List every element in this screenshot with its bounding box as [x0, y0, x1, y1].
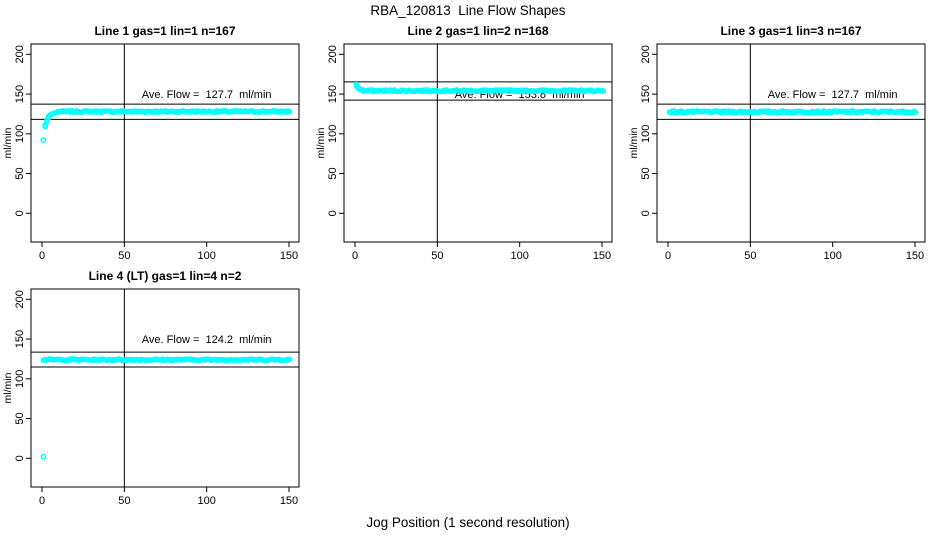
x-tick-label: 50: [744, 250, 756, 262]
y-tick-label: 150: [640, 85, 652, 103]
x-tick-label: 150: [280, 250, 298, 262]
y-tick-label: 200: [640, 45, 652, 63]
y-tick-label: 50: [640, 167, 652, 179]
y-tick-label: 150: [14, 330, 26, 348]
y-tick-label: 200: [327, 45, 339, 63]
y-tick-label: 50: [14, 167, 26, 179]
x-tick-label: 100: [197, 250, 215, 262]
plot-box: [656, 43, 926, 243]
x-tick-label: 0: [39, 495, 45, 507]
data-point: [286, 356, 293, 363]
y-axis-label: ml/min: [2, 127, 14, 158]
y-tick-label: 100: [14, 370, 26, 388]
plot-box: [30, 43, 300, 243]
y-tick-label: 100: [14, 125, 26, 143]
y-tick-label: 200: [14, 290, 26, 308]
panel-line-2: 0 50 100 150 0 50 100 150 200 ml/min Line 2 gas=1 …: [315, 24, 613, 262]
data-point: [286, 109, 293, 115]
data-point: [40, 453, 47, 460]
y-tick-label: 200: [14, 45, 26, 63]
data-point: [600, 88, 607, 94]
x-tick-label: 100: [197, 495, 215, 507]
x-tick-label: 50: [431, 250, 443, 262]
y-tick-label: 0: [14, 455, 26, 461]
x-tick-label: 0: [39, 250, 45, 262]
panel-line-1: 0 50 100 150 0 50 100 150 200 ml/min Line 1 gas=1 …: [2, 24, 300, 262]
x-tick-label: 0: [665, 250, 671, 262]
x-axis-title: Jog Position (1 second resolution): [366, 515, 570, 530]
y-tick-label: 100: [640, 125, 652, 143]
x-tick-label: 100: [823, 250, 841, 262]
ave-flow-label: Ave. Flow = 127.7 ml/min: [768, 89, 898, 101]
x-tick-label: 150: [593, 250, 611, 262]
y-tick-label: 100: [327, 125, 339, 143]
y-tick-label: 0: [640, 210, 652, 216]
x-tick-label: 100: [510, 250, 528, 262]
y-axis-label: ml/min: [2, 372, 14, 403]
y-tick-label: 50: [327, 167, 339, 179]
y-tick-label: 50: [14, 412, 26, 424]
plot-box: [343, 43, 613, 243]
plot-box: [30, 288, 300, 488]
panel-title: Line 3 gas=1 lin=3 n=167: [720, 24, 861, 38]
x-tick-label: 150: [280, 495, 298, 507]
ave-flow-label: Ave. Flow = 124.2 ml/min: [142, 334, 272, 346]
x-tick-label: 50: [118, 250, 130, 262]
y-tick-label: 0: [14, 210, 26, 216]
panel-title: Line 4 (LT) gas=1 lin=4 n=2: [89, 269, 242, 283]
y-tick-label: 150: [327, 85, 339, 103]
x-tick-label: 0: [352, 250, 358, 262]
data-point: [40, 137, 47, 143]
y-axis-label: ml/min: [315, 127, 327, 158]
panel-title: Line 2 gas=1 lin=2 n=168: [407, 24, 548, 38]
x-tick-label: 50: [118, 495, 130, 507]
panel-line-4: 0 50 100 150 0 50 100 150 200 ml/min Line 4 (LT) g…: [2, 269, 300, 507]
x-tick-label: 150: [906, 250, 924, 262]
y-tick-label: 150: [14, 85, 26, 103]
ave-flow-label: Ave. Flow = 127.7 ml/min: [142, 89, 272, 101]
y-axis-label: ml/min: [628, 127, 640, 158]
panel-line-3: 0 50 100 150 0 50 100 150 200 ml/min Line 3 gas=1 …: [628, 24, 926, 262]
data-point: [912, 109, 919, 116]
panel-title: Line 1 gas=1 lin=1 n=167: [94, 24, 235, 38]
y-tick-label: 0: [327, 210, 339, 216]
figure-title: RBA_120813 Line Flow Shapes: [370, 3, 566, 18]
